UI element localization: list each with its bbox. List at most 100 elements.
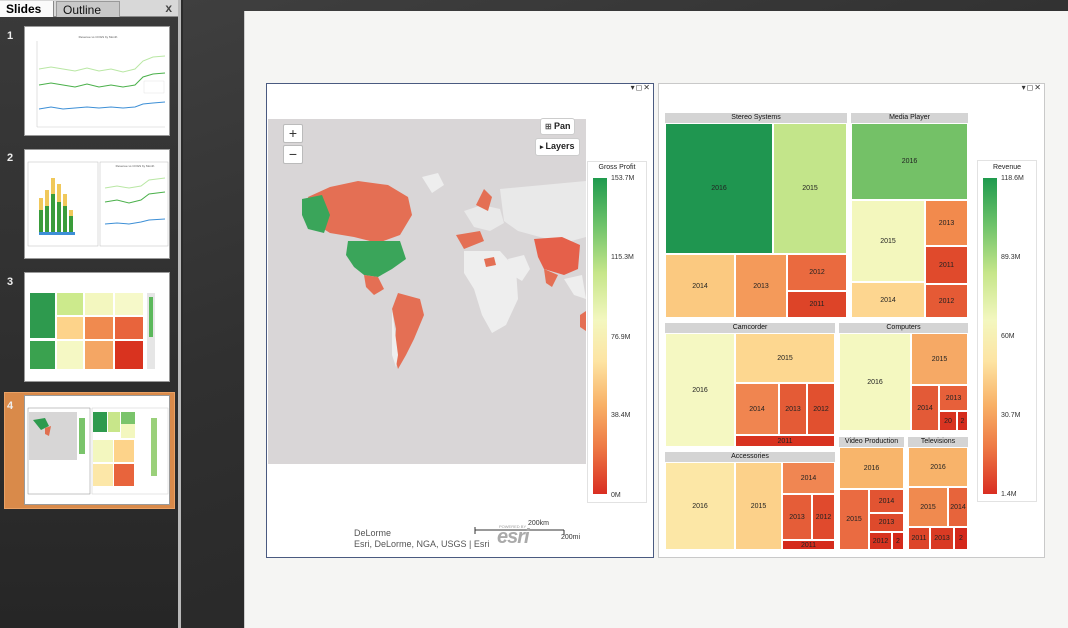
treemap-cell[interactable]: 2016 <box>839 447 904 489</box>
treemap-cell[interactable]: 2015 <box>908 487 948 527</box>
legend-tick: 89.3M <box>1001 254 1021 261</box>
treemap-cell[interactable]: 2015 <box>735 462 782 550</box>
slide-thumbnail-2[interactable]: Revenue vs COGS by Month <box>24 149 170 259</box>
pan-button[interactable]: ⊞ Pan <box>540 118 576 135</box>
scale-label-mi: 200mi <box>561 534 581 541</box>
treemap-panel-controls[interactable]: ▾◻✕ <box>1021 83 1042 92</box>
treemap-cell[interactable]: 2013 <box>930 527 954 550</box>
treemap-cell[interactable]: 2016 <box>851 123 968 200</box>
treemap-cell[interactable]: 2015 <box>839 489 869 550</box>
pane-splitter[interactable] <box>178 0 181 628</box>
treemap-cell[interactable]: 20 <box>939 411 957 431</box>
scale-label-km: 200km <box>528 520 550 527</box>
treemap-cell[interactable]: 2 <box>892 532 904 550</box>
legend-tick: 30.7M <box>1001 412 1021 419</box>
treemap-cell[interactable]: 2012 <box>787 254 847 291</box>
slides-pane: Slides Outline x 1 Revenue vs COGS by Mo… <box>0 0 180 628</box>
map-panel-controls[interactable]: ▾◻✕ <box>630 83 651 92</box>
line-chart-thumbnail: Revenue vs COGS by Month <box>36 35 166 128</box>
close-pane-icon[interactable]: x <box>165 1 172 15</box>
treemap-group-header[interactable]: Stereo Systems <box>665 113 847 123</box>
pane-tabs: Slides Outline x <box>0 0 178 17</box>
treemap-cell[interactable]: 2016 <box>839 333 911 431</box>
treemap-cell[interactable]: 2014 <box>665 254 735 318</box>
treemap-cell[interactable]: 2013 <box>779 383 807 435</box>
treemap-cell[interactable]: 2016 <box>665 123 773 254</box>
legend-tick: 60M <box>1001 333 1015 340</box>
treemap-cell[interactable]: 2011 <box>925 246 968 284</box>
legend-tick: 0M <box>611 492 621 499</box>
treemap-cell[interactable]: 2012 <box>812 494 835 540</box>
layers-button[interactable]: ▸ Layers <box>535 138 580 156</box>
treemap-cell[interactable]: 2015 <box>773 123 847 254</box>
treemap-cell[interactable]: 2013 <box>939 385 968 411</box>
legend-gradient-bar <box>983 178 997 494</box>
treemap-cell[interactable]: 2011 <box>735 435 835 447</box>
legend-gradient-bar <box>593 178 607 494</box>
bar-line-thumbnail: Revenue vs COGS by Month <box>27 161 169 247</box>
slide-thumbnail-4[interactable] <box>24 395 170 505</box>
treemap-cell[interactable]: 2015 <box>911 333 968 385</box>
tab-slides[interactable]: Slides <box>0 1 54 17</box>
treemap-cell[interactable]: 2012 <box>807 383 835 435</box>
thumb-title: Revenue vs COGS by Month <box>79 35 118 39</box>
treemap-cell[interactable]: 2014 <box>948 487 968 527</box>
treemap-thumbnail <box>30 293 155 369</box>
legend-tick: 115.3M <box>611 254 634 261</box>
treemap-group-header[interactable]: Video Production <box>839 437 904 447</box>
treemap-cell[interactable]: 2011 <box>787 291 847 318</box>
treemap-cell[interactable]: 2014 <box>735 383 779 435</box>
map-treemap-thumbnail <box>27 407 169 495</box>
pan-icon: ⊞ <box>545 122 554 131</box>
treemap-cell[interactable]: 2011 <box>908 527 930 550</box>
map-panel: ▾◻✕ + − ⊞ Pan ▸ Layers Gross Profit 15 <box>266 83 654 558</box>
treemap-cell[interactable]: 2013 <box>925 200 968 246</box>
treemap-group-header[interactable]: Camcorder <box>665 323 835 333</box>
treemap-cell[interactable]: 2016 <box>665 333 735 447</box>
expand-arrow-icon: ▸ <box>540 144 546 151</box>
legend-tick: 38.4M <box>611 412 631 419</box>
treemap-cell[interactable]: 2012 <box>925 284 968 318</box>
treemap-cell[interactable]: 2016 <box>665 462 735 550</box>
zoom-out-button[interactable]: − <box>283 145 303 164</box>
legend-title: Gross Profit <box>598 164 636 171</box>
treemap-cell[interactable]: 2 <box>957 411 968 431</box>
treemap-cell[interactable]: 2015 <box>851 200 925 282</box>
slide-number: 3 <box>7 276 14 288</box>
treemap-cell[interactable]: 2012 <box>869 532 892 550</box>
world-map[interactable] <box>268 119 586 549</box>
layers-label: Layers <box>545 141 575 151</box>
treemap-cell[interactable]: 2014 <box>782 462 835 494</box>
attribution-line: Esri, DeLorme, NGA, USGS | Esri <box>354 539 490 549</box>
treemap-group-header[interactable]: Media Player <box>851 113 968 123</box>
slide-number: 4 <box>7 400 14 412</box>
esri-logo: esri <box>497 526 530 548</box>
treemap-cell[interactable]: 2013 <box>869 513 904 532</box>
treemap-cell[interactable]: 2013 <box>735 254 787 318</box>
slide-thumbnail-1[interactable]: Revenue vs COGS by Month <box>24 26 170 136</box>
treemap-cell[interactable]: 2 <box>954 527 968 550</box>
slide-number: 2 <box>7 152 14 164</box>
legend-title: Revenue <box>992 164 1022 171</box>
pan-label: Pan <box>553 121 571 131</box>
treemap-cell[interactable]: 2013 <box>782 494 812 540</box>
treemap-cell[interactable]: 2014 <box>911 385 939 431</box>
tab-outline[interactable]: Outline <box>56 1 120 17</box>
legend-tick: 1.4M <box>1001 491 1017 498</box>
treemap-group-header[interactable]: Accessories <box>665 452 835 462</box>
thumb-title: Revenue vs COGS by Month <box>116 164 155 168</box>
treemap-cell[interactable]: 2014 <box>851 282 925 318</box>
slide-thumbnail-3[interactable] <box>24 272 170 382</box>
treemap-cell[interactable]: 2015 <box>735 333 835 383</box>
esri-powered-label: POWERED BY <box>499 524 527 529</box>
attribution-line: DeLorme <box>354 528 392 538</box>
treemap-group-header[interactable]: Computers <box>839 323 968 333</box>
legend-tick: 153.7M <box>611 175 635 182</box>
legend-tick: 118.6M <box>1001 175 1024 182</box>
treemap-group-header[interactable]: Televisions <box>908 437 968 447</box>
treemap-cell[interactable]: 2011 <box>782 540 835 550</box>
treemap-cell[interactable]: 2014 <box>869 489 904 513</box>
treemap-cell[interactable]: 2016 <box>908 447 968 487</box>
scale-bar <box>474 527 565 535</box>
zoom-in-button[interactable]: + <box>283 124 303 143</box>
